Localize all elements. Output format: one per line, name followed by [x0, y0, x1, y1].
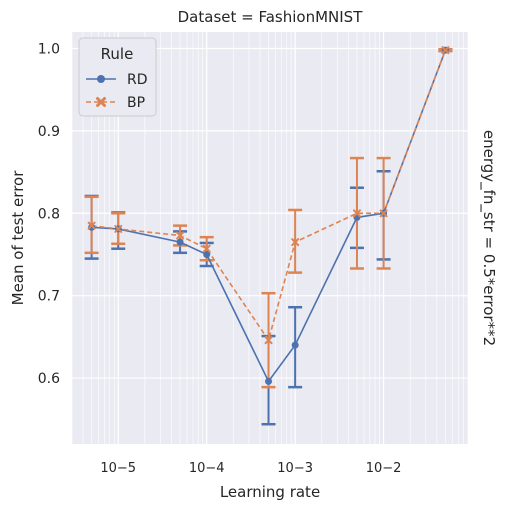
legend-box [78, 37, 157, 117]
data-point-rd [88, 223, 96, 231]
data-point-bp [352, 209, 361, 218]
legend-label-bp: BP [127, 95, 145, 111]
data-point-bp [87, 221, 96, 230]
y-axis-label: Mean of test error [9, 170, 27, 306]
data-point-rd [176, 238, 184, 246]
data-point-rd [203, 250, 211, 258]
x-tick-label: 10−5 [100, 461, 136, 476]
x-tick-label: 10−4 [189, 461, 225, 476]
y-tick-label: 1.0 [38, 41, 60, 57]
x-tick-label: 10−2 [366, 461, 402, 476]
data-point-bp [379, 209, 388, 218]
legend-label-rd: RD [127, 72, 148, 88]
x-tick-label: 10−3 [277, 461, 313, 476]
data-point-bp [291, 238, 300, 247]
y-tick-label: 0.7 [38, 289, 60, 305]
series-markers [87, 46, 450, 385]
data-point-bp [202, 244, 211, 253]
y-tick-labels: 0.6 0.7 0.8 0.9 1.0 [38, 41, 60, 387]
y-tick-label: 0.9 [38, 124, 60, 140]
y-tick-label: 0.6 [38, 371, 60, 387]
data-point-rd [265, 377, 273, 385]
data-point-bp [114, 224, 123, 233]
data-point-bp [176, 231, 185, 240]
legend-marker-bp [96, 97, 106, 107]
data-point-bp [264, 336, 273, 345]
legend: Rule RD BP [78, 37, 157, 117]
data-point-rd [291, 341, 299, 349]
chart-title: Dataset = FashionMNIST [178, 8, 364, 26]
y-tick-label: 0.8 [38, 206, 60, 222]
x-tick-labels: 10−5 10−4 10−3 10−2 [100, 461, 401, 476]
x-axis-label: Learning rate [220, 483, 320, 501]
series-line-bp [91, 49, 447, 343]
data-point-bp [441, 46, 450, 55]
row-facet-label: energy_fn_str = 0.5*error**2 [479, 130, 498, 346]
legend-title: Rule [101, 45, 134, 63]
legend-marker-rd [97, 75, 105, 83]
